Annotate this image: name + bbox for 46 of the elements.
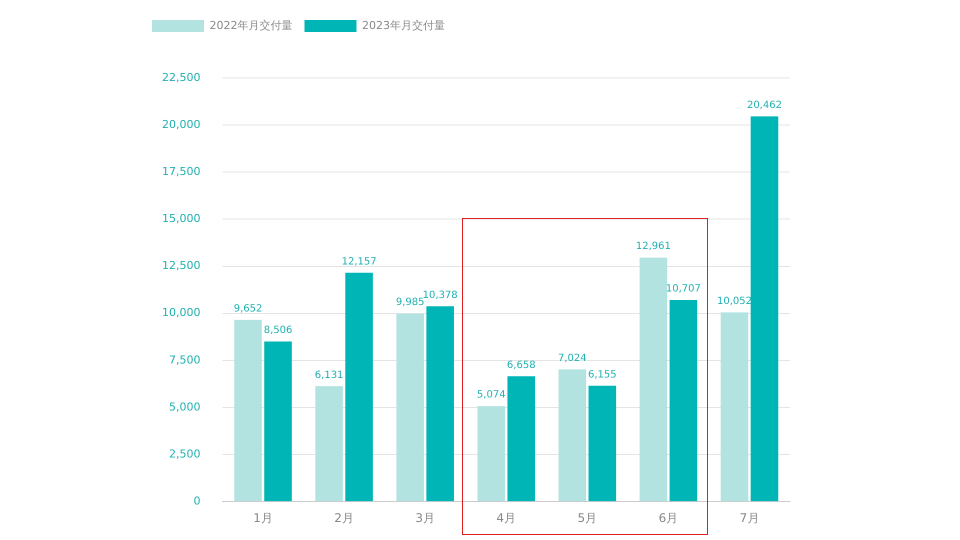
y-tick-label: 12,500 [162,259,200,272]
y-tick-label: 5,000 [168,400,200,414]
bar [477,406,506,502]
x-tick-label: 1月 [253,510,273,525]
bar [558,369,586,502]
bar [426,306,454,502]
data-label: 8,506 [264,325,292,336]
x-tick-label: 7月 [740,510,760,525]
data-label: 9,985 [396,297,424,308]
x-tick-label: 5月 [577,510,598,525]
y-tick-label: 15,000 [162,212,200,226]
x-tick-label: 2月 [334,510,354,525]
data-label: 5,074 [476,390,506,401]
bar [264,341,292,502]
data-label: 7,024 [558,352,587,364]
bar [396,314,424,502]
data-label: 9,652 [234,303,262,314]
bar [345,272,373,502]
y-tick-label: 7,500 [168,353,200,366]
y-tick-label: 22,500 [162,70,200,84]
bar [720,312,748,502]
data-label: 12,961 [636,241,671,252]
bar [750,116,778,502]
bar [640,258,668,502]
y-tick-label: 17,500 [162,164,200,178]
legend-label: 2022年月交付量 [210,18,292,32]
bar [234,320,262,502]
bar [507,376,536,502]
x-tick-label: 4月 [496,510,516,525]
data-label: 6,658 [506,360,536,371]
data-label: 6,155 [588,369,617,380]
data-label: 6,131 [314,370,344,381]
data-label: 10,378 [422,290,458,301]
bar [670,300,698,502]
bar [315,386,343,502]
bar [588,386,616,502]
y-tick-label: 0 [193,494,200,508]
legend-label: 2023年月交付量 [362,18,445,32]
y-tick-label: 10,000 [162,306,200,320]
data-label: 20,462 [746,100,782,111]
x-tick-label: 3月 [415,510,435,525]
data-label: 12,157 [342,256,377,268]
y-tick-label: 20,000 [162,118,200,131]
data-label: 10,707 [666,284,701,295]
x-tick-label: 6月 [658,510,678,525]
y-tick-label: 2,500 [168,447,200,460]
